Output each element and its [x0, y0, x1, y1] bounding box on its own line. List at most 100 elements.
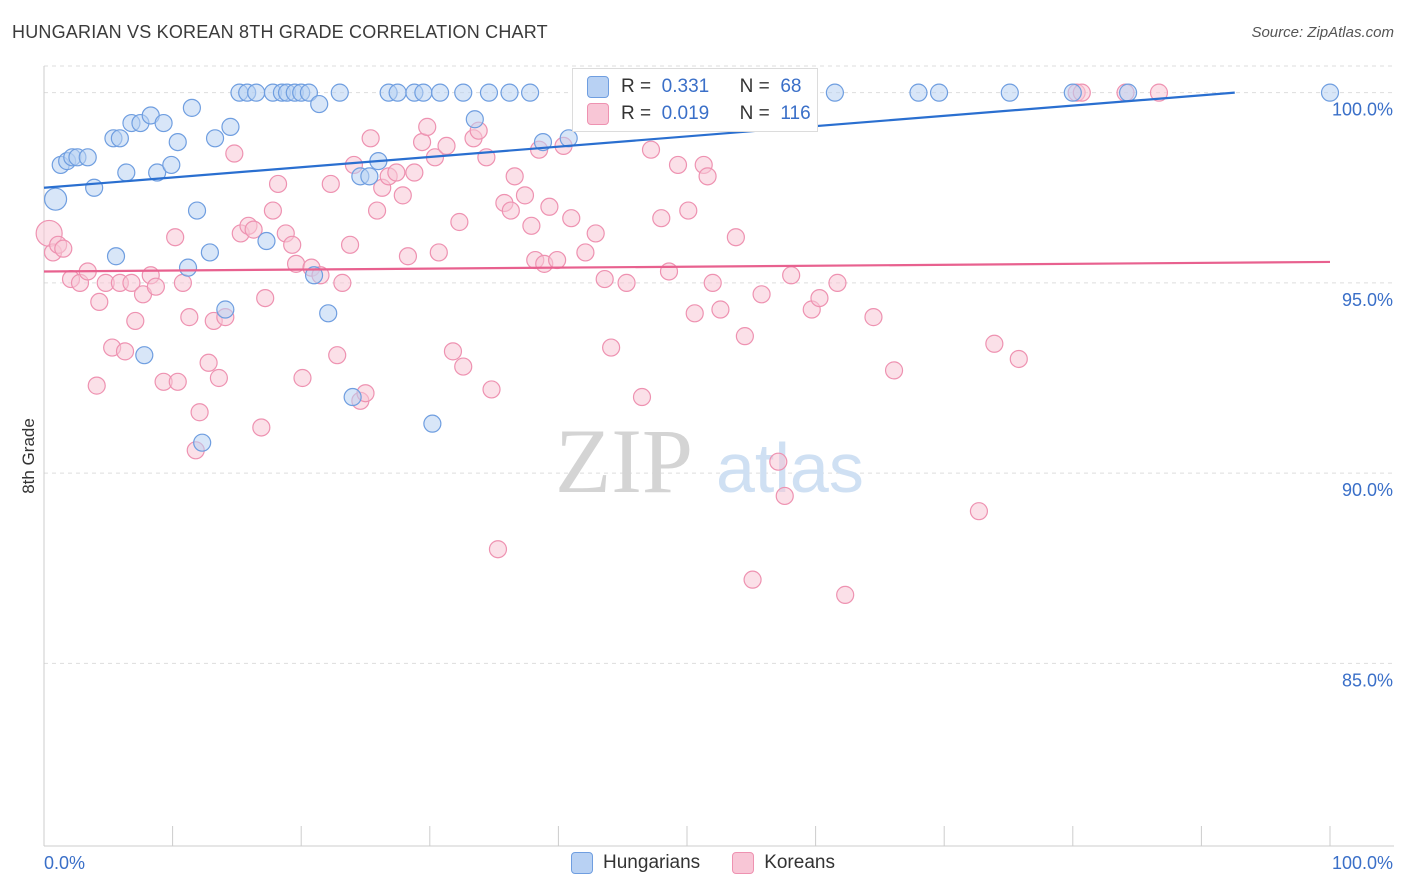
- hungarians-point: [388, 83, 407, 102]
- koreans-point: [685, 304, 704, 323]
- koreans-points: [35, 83, 1169, 604]
- koreans-point: [252, 418, 271, 437]
- hungarians-point: [257, 231, 276, 251]
- stats-legend-box: R = 0.331 N = 68 R = 0.019 N = 116: [572, 68, 818, 132]
- koreans-point: [199, 353, 218, 372]
- hungarians-point: [135, 346, 154, 365]
- koreans-point: [328, 346, 347, 365]
- hungarians-point: [825, 83, 844, 102]
- koreans-point: [864, 308, 883, 327]
- hungarians-trend-line: [43, 91, 1235, 189]
- koreans-point: [703, 273, 722, 292]
- koreans-point: [283, 235, 302, 254]
- legend-item-koreans[interactable]: Koreans: [732, 852, 835, 874]
- y-tick-label: 85.0%: [1342, 670, 1393, 690]
- koreans-point: [515, 186, 535, 205]
- koreans-point: [209, 368, 228, 388]
- koreans-point: [361, 129, 380, 148]
- hungarians-point: [929, 83, 949, 102]
- x-tick-label-max: 100.0%: [1332, 853, 1393, 873]
- koreans-point: [115, 342, 135, 361]
- hungarians-point: [521, 83, 540, 102]
- hungarians-point: [465, 110, 484, 129]
- hungarians-point: [500, 83, 519, 102]
- koreans-point: [450, 212, 469, 232]
- n-label: N =: [739, 103, 770, 124]
- koreans-point: [418, 117, 437, 136]
- hungarians-point: [310, 94, 329, 114]
- y-axis-label: 8th Grade: [19, 418, 38, 494]
- koreans-point: [668, 155, 688, 175]
- koreans-point: [268, 174, 288, 194]
- koreans-point: [735, 327, 754, 346]
- koreans-point: [828, 273, 847, 292]
- koreans-point: [293, 368, 312, 388]
- hungarians-point: [533, 132, 553, 152]
- hungarians-point: [430, 83, 450, 102]
- hungarians-point: [1118, 83, 1138, 102]
- hungarians-point: [414, 83, 433, 102]
- n-label: N =: [739, 76, 770, 97]
- koreans-point: [367, 201, 387, 220]
- hungarians-point: [162, 155, 181, 175]
- hungarians-point: [117, 163, 136, 182]
- koreans-point: [393, 186, 412, 205]
- koreans-point: [166, 228, 185, 247]
- bottom-legend: Hungarians Koreans: [0, 852, 1406, 874]
- hungarians-n-value: 68: [780, 76, 802, 97]
- koreans-point: [836, 585, 855, 604]
- koreans-point: [225, 144, 244, 163]
- hungarians-point: [43, 187, 68, 211]
- koreans-point: [168, 372, 187, 391]
- y-tick-label: 90.0%: [1342, 480, 1393, 500]
- hungarians-point: [1063, 83, 1082, 102]
- hungarians-point: [85, 178, 104, 197]
- koreans-point: [387, 163, 406, 182]
- hungarians-point: [221, 117, 240, 136]
- hungarians-point: [454, 83, 473, 102]
- koreans-swatch: [587, 103, 609, 125]
- hungarians-point: [216, 300, 235, 319]
- koreans-point: [1149, 83, 1169, 102]
- koreans-point: [437, 136, 456, 156]
- koreans-point: [333, 273, 352, 292]
- koreans-point: [87, 376, 106, 395]
- koreans-point: [985, 334, 1004, 353]
- tick-labels: 85.0% 90.0% 95.0% 100.0% 0.0% 100.0%: [44, 100, 1393, 873]
- koreans-trend-line: [43, 260, 1331, 273]
- hungarians-point: [343, 387, 362, 407]
- koreans-point: [180, 308, 199, 327]
- koreans-point: [90, 292, 109, 312]
- koreans-point: [969, 502, 989, 521]
- hungarians-r-value: 0.331: [661, 76, 710, 97]
- koreans-point: [126, 311, 145, 331]
- koreans-r-value: 0.019: [661, 103, 710, 124]
- hungarians-point: [78, 148, 97, 167]
- koreans-point: [173, 273, 192, 292]
- koreans-point: [595, 269, 614, 289]
- koreans-point: [769, 452, 788, 471]
- hungarians-point: [154, 113, 173, 133]
- legend-item-hungarians[interactable]: Hungarians: [571, 852, 700, 874]
- hungarians-point: [182, 98, 201, 117]
- y-tick-label: 95.0%: [1342, 290, 1393, 310]
- koreans-point: [711, 300, 730, 319]
- hungarians-point: [299, 83, 319, 102]
- hungarians-point: [247, 83, 266, 102]
- koreans-point: [340, 235, 360, 254]
- koreans-point: [698, 167, 717, 186]
- koreans-point: [146, 277, 165, 296]
- koreans-point: [454, 357, 473, 376]
- koreans-point: [884, 361, 904, 380]
- koreans-point: [263, 201, 283, 220]
- source-credit: Source: ZipAtlas.com: [1251, 24, 1394, 41]
- koreans-point: [659, 262, 679, 281]
- koreans-point: [405, 163, 424, 182]
- hungarians-point: [1320, 83, 1340, 102]
- hungarians-point: [193, 433, 212, 452]
- koreans-point: [429, 243, 448, 262]
- koreans-point: [54, 239, 73, 258]
- stats-row-koreans: R = 0.019 N = 116: [587, 103, 811, 125]
- koreans-point: [775, 486, 794, 506]
- koreans-point: [122, 273, 141, 292]
